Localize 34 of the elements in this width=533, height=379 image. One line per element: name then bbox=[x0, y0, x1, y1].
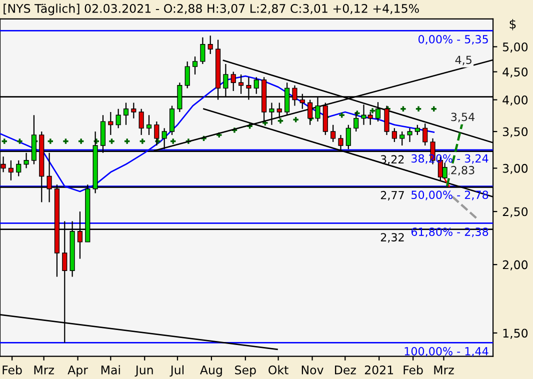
annotation: 3,54 bbox=[451, 112, 474, 122]
y-tick-label: 4,00 bbox=[502, 96, 528, 106]
x-tick-label: Sep bbox=[235, 365, 256, 377]
x-tick-label: Mai bbox=[101, 365, 120, 374]
annotation: 61,80% - 2,38 bbox=[411, 228, 488, 238]
x-tick-label: Nov bbox=[302, 366, 324, 374]
x-tick-label: Jul bbox=[170, 365, 184, 377]
x-tick-label: Mrz bbox=[34, 366, 54, 374]
ref-line-label: 2,32 bbox=[380, 233, 404, 243]
annotation: 0,00% - 5,35 bbox=[418, 35, 488, 45]
x-tick-label: Apr bbox=[68, 366, 88, 377]
y-tick-label: 3,50 bbox=[502, 127, 528, 138]
x-tick-label: Dez bbox=[335, 366, 356, 374]
y-tick-label: 2,50 bbox=[502, 207, 528, 218]
annotation: 50,00% - 2,78 bbox=[412, 190, 488, 200]
x-tick-label: 2021 bbox=[364, 365, 394, 374]
ref-line-label: 3,22 bbox=[380, 155, 404, 165]
y-tick-label: 2,00 bbox=[502, 260, 528, 270]
x-tick-label: Aug bbox=[200, 366, 222, 377]
annotation: 2,83 bbox=[451, 166, 474, 176]
annotation: 4,5 bbox=[455, 56, 472, 66]
ref-line-label: 2,77 bbox=[380, 190, 404, 200]
y-tick-label: 1,50 bbox=[503, 328, 528, 339]
x-tick-label: Okt bbox=[268, 365, 288, 374]
x-tick-label: Feb bbox=[2, 365, 22, 374]
y-tick-label: 3,00 bbox=[502, 164, 528, 174]
chart-title: [NYS Täglich] 02.03.2021 - O:2,88 H:3,07 L:2,87 C:3,01 +0,12 +4,15% bbox=[4, 4, 419, 16]
x-tick-label: Mrz bbox=[434, 366, 454, 374]
y-tick-label: 4,50 bbox=[502, 68, 528, 78]
x-tick-label: Feb bbox=[404, 365, 423, 374]
x-tick-label: Jun bbox=[134, 366, 153, 377]
y-tick-label: 5,00 bbox=[502, 42, 528, 53]
y-axis-title: $ bbox=[510, 18, 516, 30]
annotation: 100,00% - 1,44 bbox=[404, 347, 488, 357]
